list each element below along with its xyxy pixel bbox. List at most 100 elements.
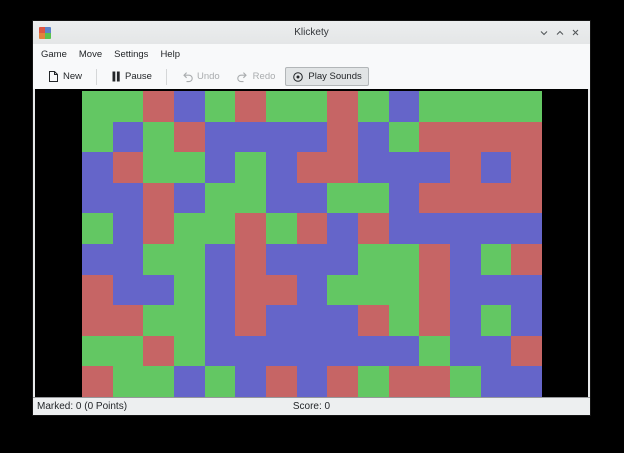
board-cell[interactable] — [511, 335, 542, 367]
board-cell[interactable] — [235, 152, 266, 183]
board-cell[interactable] — [235, 244, 266, 275]
board-cell[interactable] — [265, 121, 297, 153]
board-cell[interactable] — [419, 335, 450, 367]
board-cell[interactable] — [449, 91, 481, 122]
board-cell[interactable] — [388, 152, 420, 183]
board-cell[interactable] — [82, 274, 113, 306]
board-cell[interactable] — [419, 305, 450, 336]
pause-button[interactable]: Pause — [104, 67, 159, 86]
board-cell[interactable] — [112, 366, 144, 397]
board-cell[interactable] — [511, 213, 542, 244]
board-cell[interactable] — [296, 305, 328, 336]
board-cell[interactable] — [296, 335, 328, 367]
board-cell[interactable] — [143, 91, 174, 122]
menu-game[interactable]: Game — [41, 48, 67, 60]
board-cell[interactable] — [204, 91, 236, 122]
board-cell[interactable] — [388, 335, 420, 367]
board-cell[interactable] — [143, 274, 174, 306]
board-cell[interactable] — [173, 213, 205, 244]
board-cell[interactable] — [388, 91, 420, 122]
maximize-button[interactable] — [555, 28, 564, 37]
board-cell[interactable] — [82, 335, 113, 367]
board-cell[interactable] — [173, 244, 205, 275]
board-cell[interactable] — [143, 152, 174, 183]
board-cell[interactable] — [511, 366, 542, 397]
board-cell[interactable] — [235, 305, 266, 336]
board-cell[interactable] — [82, 91, 113, 122]
board-cell[interactable] — [204, 335, 236, 367]
board-cell[interactable] — [204, 244, 236, 275]
board-cell[interactable] — [173, 152, 205, 183]
board-cell[interactable] — [143, 305, 174, 336]
board-cell[interactable] — [143, 335, 174, 367]
board-cell[interactable] — [449, 182, 481, 214]
board-cell[interactable] — [327, 274, 358, 306]
menu-settings[interactable]: Settings — [114, 48, 149, 60]
board-cell[interactable] — [265, 335, 297, 367]
board-cell[interactable] — [173, 91, 205, 122]
board-cell[interactable] — [204, 152, 236, 183]
board-cell[interactable] — [327, 366, 358, 397]
board-cell[interactable] — [82, 121, 113, 153]
board-cell[interactable] — [449, 213, 481, 244]
board-cell[interactable] — [296, 274, 328, 306]
board-cell[interactable] — [235, 182, 266, 214]
board-cell[interactable] — [82, 182, 113, 214]
new-button[interactable]: New — [41, 67, 89, 86]
board-cell[interactable] — [419, 152, 450, 183]
board-cell[interactable] — [265, 91, 297, 122]
board-cell[interactable] — [235, 274, 266, 306]
board-cell[interactable] — [265, 213, 297, 244]
board-cell[interactable] — [419, 91, 450, 122]
board-cell[interactable] — [511, 121, 542, 153]
board-cell[interactable] — [419, 213, 450, 244]
board-cell[interactable] — [112, 244, 144, 275]
board-cell[interactable] — [357, 182, 389, 214]
board-cell[interactable] — [480, 305, 512, 336]
board-cell[interactable] — [204, 305, 236, 336]
board-cell[interactable] — [235, 121, 266, 153]
board-cell[interactable] — [357, 274, 389, 306]
board-cell[interactable] — [480, 152, 512, 183]
board-cell[interactable] — [357, 121, 389, 153]
board-cell[interactable] — [327, 213, 358, 244]
board-cell[interactable] — [112, 182, 144, 214]
board-cell[interactable] — [511, 244, 542, 275]
board-cell[interactable] — [82, 366, 113, 397]
board-cell[interactable] — [143, 121, 174, 153]
board-cell[interactable] — [388, 305, 420, 336]
board-cell[interactable] — [480, 335, 512, 367]
board-cell[interactable] — [480, 213, 512, 244]
board-cell[interactable] — [327, 335, 358, 367]
menu-move[interactable]: Move — [78, 48, 103, 60]
board-cell[interactable] — [511, 305, 542, 336]
board-cell[interactable] — [204, 213, 236, 244]
board-cell[interactable] — [419, 182, 450, 214]
board-cell[interactable] — [511, 182, 542, 214]
board-cell[interactable] — [388, 213, 420, 244]
board-cell[interactable] — [265, 305, 297, 336]
board-cell[interactable] — [204, 182, 236, 214]
board-cell[interactable] — [449, 305, 481, 336]
play-sounds-button[interactable]: Play Sounds — [285, 67, 369, 86]
board-cell[interactable] — [327, 121, 358, 153]
board-cell[interactable] — [143, 366, 174, 397]
board-cell[interactable] — [388, 366, 420, 397]
board-cell[interactable] — [82, 305, 113, 336]
board-cell[interactable] — [357, 152, 389, 183]
board-cell[interactable] — [296, 121, 328, 153]
board-cell[interactable] — [265, 274, 297, 306]
board-cell[interactable] — [112, 213, 144, 244]
board-cell[interactable] — [449, 274, 481, 306]
board-cell[interactable] — [204, 121, 236, 153]
board-cell[interactable] — [327, 182, 358, 214]
board-cell[interactable] — [327, 244, 358, 275]
board-cell[interactable] — [143, 213, 174, 244]
board-cell[interactable] — [265, 366, 297, 397]
board-cell[interactable] — [173, 274, 205, 306]
board-cell[interactable] — [357, 305, 389, 336]
board-cell[interactable] — [449, 152, 481, 183]
board-cell[interactable] — [388, 244, 420, 275]
board-cell[interactable] — [449, 121, 481, 153]
board-cell[interactable] — [112, 274, 144, 306]
